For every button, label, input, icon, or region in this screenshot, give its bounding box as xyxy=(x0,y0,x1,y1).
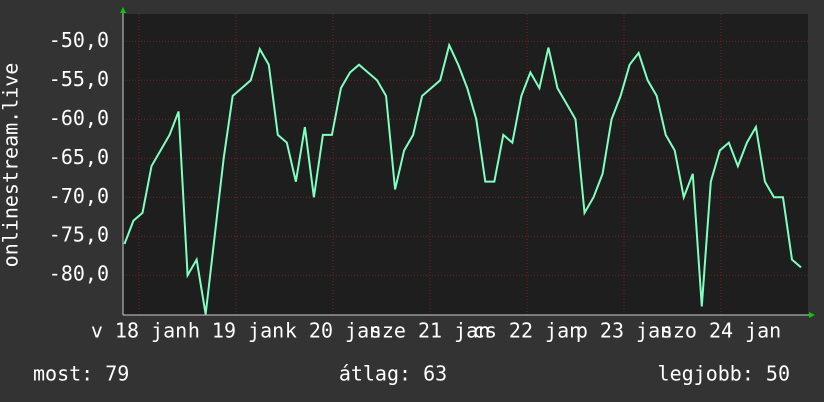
data-line xyxy=(123,42,802,315)
y-tick-label: -80,0 xyxy=(49,262,109,286)
y-tick-label: -50,0 xyxy=(49,28,109,52)
x-tick-label: v 18 jan xyxy=(91,319,187,343)
x-tick-label: k 20 jan xyxy=(285,319,381,343)
axis-arrow xyxy=(809,312,815,318)
x-tick-label: cs 22 jan xyxy=(473,319,581,343)
x-tick-label: h 19 jan xyxy=(188,319,284,343)
x-tick-label: p 23 jan xyxy=(576,319,672,343)
x-tick-label: szo 24 jan xyxy=(661,319,781,343)
y-tick-label: -60,0 xyxy=(49,106,109,130)
y-tick-label: -65,0 xyxy=(49,145,109,169)
y-tick-label: -70,0 xyxy=(49,184,109,208)
y-tick-label: -55,0 xyxy=(49,67,109,91)
footer-stat: átlag: 63 xyxy=(339,362,447,386)
plot-area xyxy=(123,14,808,315)
footer-stat: legjobb: 50 xyxy=(658,362,790,386)
y-tick-label: -75,0 xyxy=(49,223,109,247)
axis-arrow xyxy=(120,7,126,13)
y-axis-label: onlinestream.live xyxy=(0,63,23,268)
x-tick-label: sze 21 jan xyxy=(370,319,490,343)
footer-stat: most: 79 xyxy=(33,362,129,386)
